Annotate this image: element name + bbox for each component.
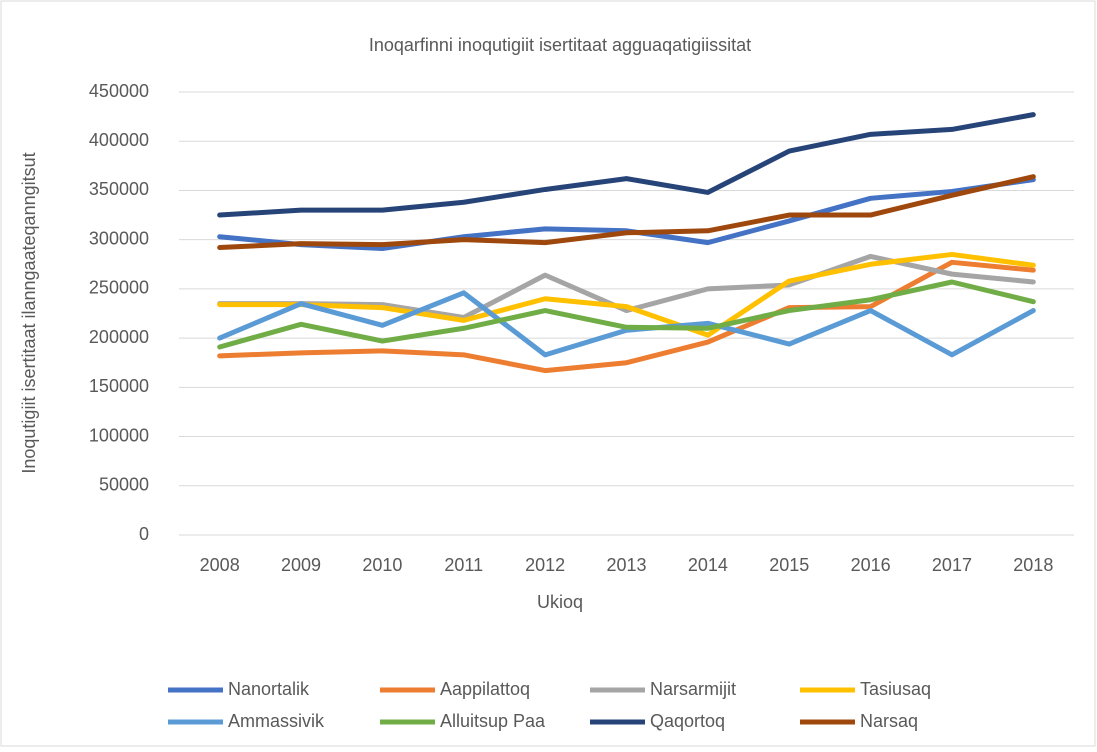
series-line (217, 290, 1036, 358)
x-tick-label: 2010 (362, 555, 402, 575)
x-tick-label: 2008 (200, 555, 240, 575)
y-tick-label: 250000 (89, 278, 149, 298)
x-tick-label: 2017 (932, 555, 972, 575)
x-tick-label: 2013 (606, 555, 646, 575)
chart-title: Inoqarfinni inoqutigiit isertitaat aggua… (369, 35, 751, 55)
y-tick-label: 350000 (89, 179, 149, 199)
x-tick-label: 2018 (1013, 555, 1053, 575)
legend-label: Alluitsup Paa (440, 711, 546, 731)
x-tick-label: 2012 (525, 555, 565, 575)
legend-label: Qaqortoq (650, 711, 725, 731)
y-tick-label: 300000 (89, 228, 149, 248)
y-tick-label: 450000 (89, 81, 149, 101)
y-tick-label: 50000 (99, 475, 149, 495)
legend-label: Nanortalik (228, 679, 310, 699)
x-tick-label: 2016 (851, 555, 891, 575)
series-line (217, 279, 1036, 350)
legend-label: Aappilattoq (440, 679, 530, 699)
series-line (217, 112, 1036, 218)
series-line (217, 174, 1036, 251)
legend-label: Ammassivik (228, 711, 325, 731)
x-tick-label: 2009 (281, 555, 321, 575)
legend-label: Tasiusaq (860, 679, 931, 699)
y-tick-label: 100000 (89, 425, 149, 445)
x-tick-label: 2014 (688, 555, 728, 575)
x-tick-label: 2015 (769, 555, 809, 575)
y-tick-label: 200000 (89, 327, 149, 347)
legend-label: Narsarmijit (650, 679, 736, 699)
legend-label: Narsaq (860, 711, 918, 731)
series-line (217, 251, 1036, 338)
y-axis-title: Inoqutigiit isertitaat ilanngaateqanngit… (19, 152, 39, 473)
x-axis-title: Ukioq (537, 592, 583, 612)
x-tick-label: 2011 (444, 555, 483, 575)
y-tick-label: 400000 (89, 130, 149, 150)
y-tick-label: 0 (139, 524, 149, 544)
y-tick-label: 150000 (89, 376, 149, 396)
